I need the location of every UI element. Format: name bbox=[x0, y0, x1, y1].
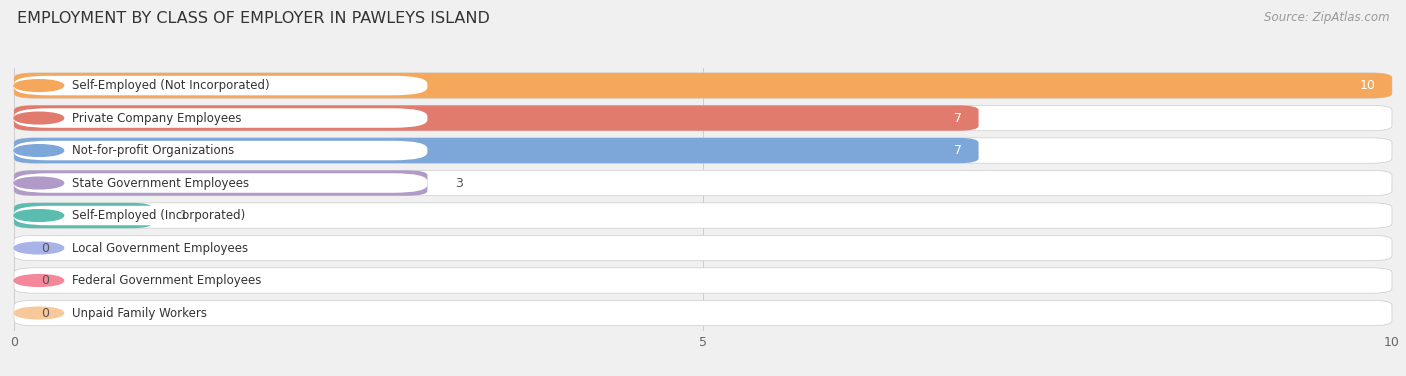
Text: 1: 1 bbox=[180, 209, 187, 222]
Circle shape bbox=[14, 210, 63, 221]
FancyBboxPatch shape bbox=[14, 268, 1392, 293]
FancyBboxPatch shape bbox=[14, 73, 1392, 98]
FancyBboxPatch shape bbox=[14, 235, 1392, 261]
FancyBboxPatch shape bbox=[14, 170, 1392, 196]
FancyBboxPatch shape bbox=[14, 105, 1392, 131]
FancyBboxPatch shape bbox=[14, 271, 427, 290]
Text: Federal Government Employees: Federal Government Employees bbox=[72, 274, 262, 287]
FancyBboxPatch shape bbox=[14, 138, 979, 163]
FancyBboxPatch shape bbox=[14, 173, 427, 193]
FancyBboxPatch shape bbox=[14, 203, 152, 228]
Text: Private Company Employees: Private Company Employees bbox=[72, 112, 242, 124]
Text: State Government Employees: State Government Employees bbox=[72, 177, 249, 190]
Text: Unpaid Family Workers: Unpaid Family Workers bbox=[72, 306, 207, 320]
Text: 3: 3 bbox=[456, 177, 463, 190]
FancyBboxPatch shape bbox=[14, 76, 427, 95]
FancyBboxPatch shape bbox=[14, 73, 1392, 98]
Text: 0: 0 bbox=[42, 274, 49, 287]
FancyBboxPatch shape bbox=[14, 300, 1392, 326]
FancyBboxPatch shape bbox=[14, 141, 427, 160]
Text: 7: 7 bbox=[955, 112, 962, 124]
Circle shape bbox=[14, 145, 63, 156]
FancyBboxPatch shape bbox=[14, 138, 1392, 163]
Circle shape bbox=[14, 112, 63, 124]
Circle shape bbox=[14, 80, 63, 91]
Text: EMPLOYMENT BY CLASS OF EMPLOYER IN PAWLEYS ISLAND: EMPLOYMENT BY CLASS OF EMPLOYER IN PAWLE… bbox=[17, 11, 489, 26]
Text: 0: 0 bbox=[42, 306, 49, 320]
Text: 10: 10 bbox=[1360, 79, 1375, 92]
FancyBboxPatch shape bbox=[14, 238, 427, 258]
FancyBboxPatch shape bbox=[14, 303, 427, 323]
Circle shape bbox=[14, 177, 63, 189]
Text: 7: 7 bbox=[955, 144, 962, 157]
FancyBboxPatch shape bbox=[14, 203, 1392, 228]
Text: Local Government Employees: Local Government Employees bbox=[72, 241, 247, 255]
Text: Source: ZipAtlas.com: Source: ZipAtlas.com bbox=[1264, 11, 1389, 24]
Text: Not-for-profit Organizations: Not-for-profit Organizations bbox=[72, 144, 235, 157]
Text: 0: 0 bbox=[42, 241, 49, 255]
Text: Self-Employed (Not Incorporated): Self-Employed (Not Incorporated) bbox=[72, 79, 270, 92]
Circle shape bbox=[14, 274, 63, 287]
Circle shape bbox=[14, 242, 63, 254]
FancyBboxPatch shape bbox=[14, 170, 427, 196]
FancyBboxPatch shape bbox=[14, 108, 427, 128]
FancyBboxPatch shape bbox=[14, 105, 979, 131]
Circle shape bbox=[14, 307, 63, 319]
FancyBboxPatch shape bbox=[14, 206, 427, 225]
Text: Self-Employed (Incorporated): Self-Employed (Incorporated) bbox=[72, 209, 245, 222]
